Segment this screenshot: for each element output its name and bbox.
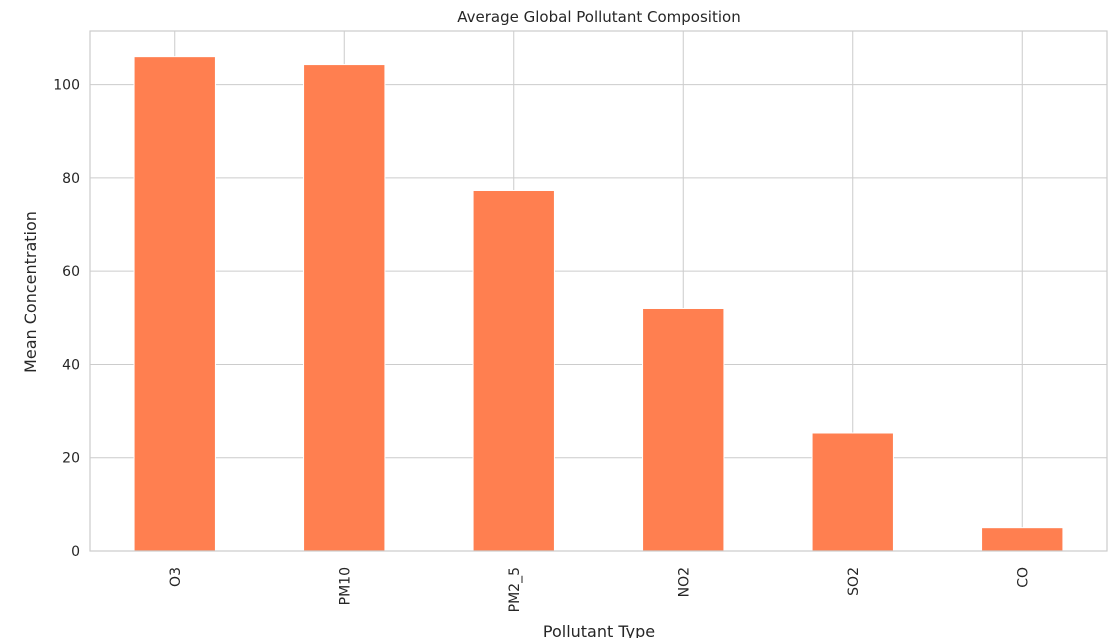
- x-tick-label: CO: [1015, 567, 1031, 588]
- y-tick-label: 60: [62, 264, 80, 280]
- chart-title: Average Global Pollutant Composition: [457, 8, 740, 26]
- bar-co: [981, 527, 1064, 552]
- bar-o3: [133, 56, 216, 552]
- bars: [133, 56, 1064, 552]
- x-tick-label: O3: [168, 567, 184, 587]
- plot-frame: [89, 30, 1108, 552]
- x-tick-label: PM10: [337, 567, 353, 605]
- y-axis-label: Mean Concentration: [21, 211, 40, 373]
- x-tick-label: PM2_5: [507, 567, 523, 612]
- y-tick-label: 0: [71, 544, 80, 560]
- x-axis-label: Pollutant Type: [543, 622, 655, 638]
- bar-no2: [642, 307, 725, 552]
- bar-pm10: [303, 64, 386, 552]
- y-tick-label: 20: [62, 451, 80, 467]
- y-tick-label: 100: [53, 78, 80, 94]
- y-tick-label: 40: [62, 357, 80, 373]
- bar-pm2-5: [472, 189, 555, 552]
- bar-so2: [811, 432, 894, 552]
- x-tick-label: SO2: [846, 567, 862, 596]
- x-axis-ticks: O3 PM10 PM2_5 NO2 SO2 CO: [168, 567, 1032, 612]
- y-tick-label: 80: [62, 171, 80, 187]
- y-axis-ticks: 0 20 40 60 80 100: [53, 78, 80, 560]
- x-tick-label: NO2: [676, 567, 692, 597]
- grid: [90, 31, 1107, 552]
